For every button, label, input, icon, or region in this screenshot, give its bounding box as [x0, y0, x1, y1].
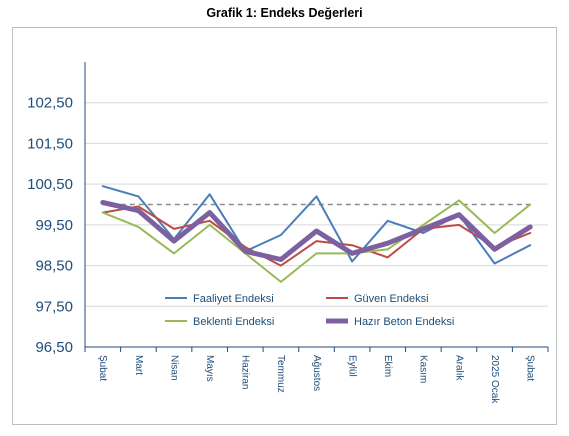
series-line-4: [100, 200, 533, 262]
y-tick-label: 99,50: [35, 217, 73, 234]
x-tick-label: Kasım: [418, 355, 429, 383]
x-tick-label: Mart: [133, 355, 144, 375]
legend-label: Faaliyet Endeksi: [193, 293, 274, 305]
chart-title: Grafik 1: Endeks Değerleri: [206, 6, 363, 20]
legend-label: Beklenti Endeksi: [193, 316, 274, 328]
chart-frame: [12, 27, 557, 425]
x-tick-label: Aralık: [453, 355, 464, 382]
y-tick-label: 98,50: [35, 258, 73, 275]
series-line-2: [101, 205, 532, 267]
y-tick-label: 102,50: [27, 95, 73, 112]
y-tick-label: 101,50: [27, 135, 73, 152]
x-tick-label: Nisan: [168, 355, 179, 381]
series-line-3: [101, 199, 532, 283]
x-tick-label: Ekim: [382, 355, 393, 377]
x-tick-label: Eylül: [346, 355, 357, 377]
x-tick-label: 2025 Ocak: [489, 355, 500, 404]
x-tick-label: Ağustos: [311, 355, 322, 391]
x-tick-label: Temmuz: [275, 355, 286, 393]
y-tick-label: 97,50: [35, 298, 73, 315]
x-tick-label: Haziran: [240, 355, 251, 389]
x-tick-label: Mayıs: [204, 355, 215, 382]
x-tick-label: Şubat: [525, 355, 536, 381]
y-tick-label: 100,50: [27, 176, 73, 193]
y-tick-label: 96,50: [35, 339, 73, 356]
legend-label: Hazır Beton Endeksi: [354, 316, 454, 328]
legend-label: Güven Endeksi: [354, 293, 429, 305]
x-tick-label: Şubat: [97, 355, 108, 381]
